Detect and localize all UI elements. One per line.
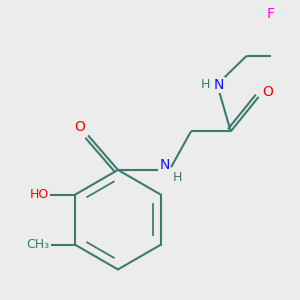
Text: H: H: [173, 171, 182, 184]
Text: HO: HO: [29, 188, 49, 201]
Text: O: O: [74, 120, 85, 134]
Text: N: N: [159, 158, 170, 172]
Text: F: F: [267, 7, 274, 21]
Text: CH₃: CH₃: [26, 238, 49, 251]
Text: N: N: [214, 78, 224, 92]
Text: H: H: [201, 79, 210, 92]
Text: O: O: [262, 85, 273, 99]
